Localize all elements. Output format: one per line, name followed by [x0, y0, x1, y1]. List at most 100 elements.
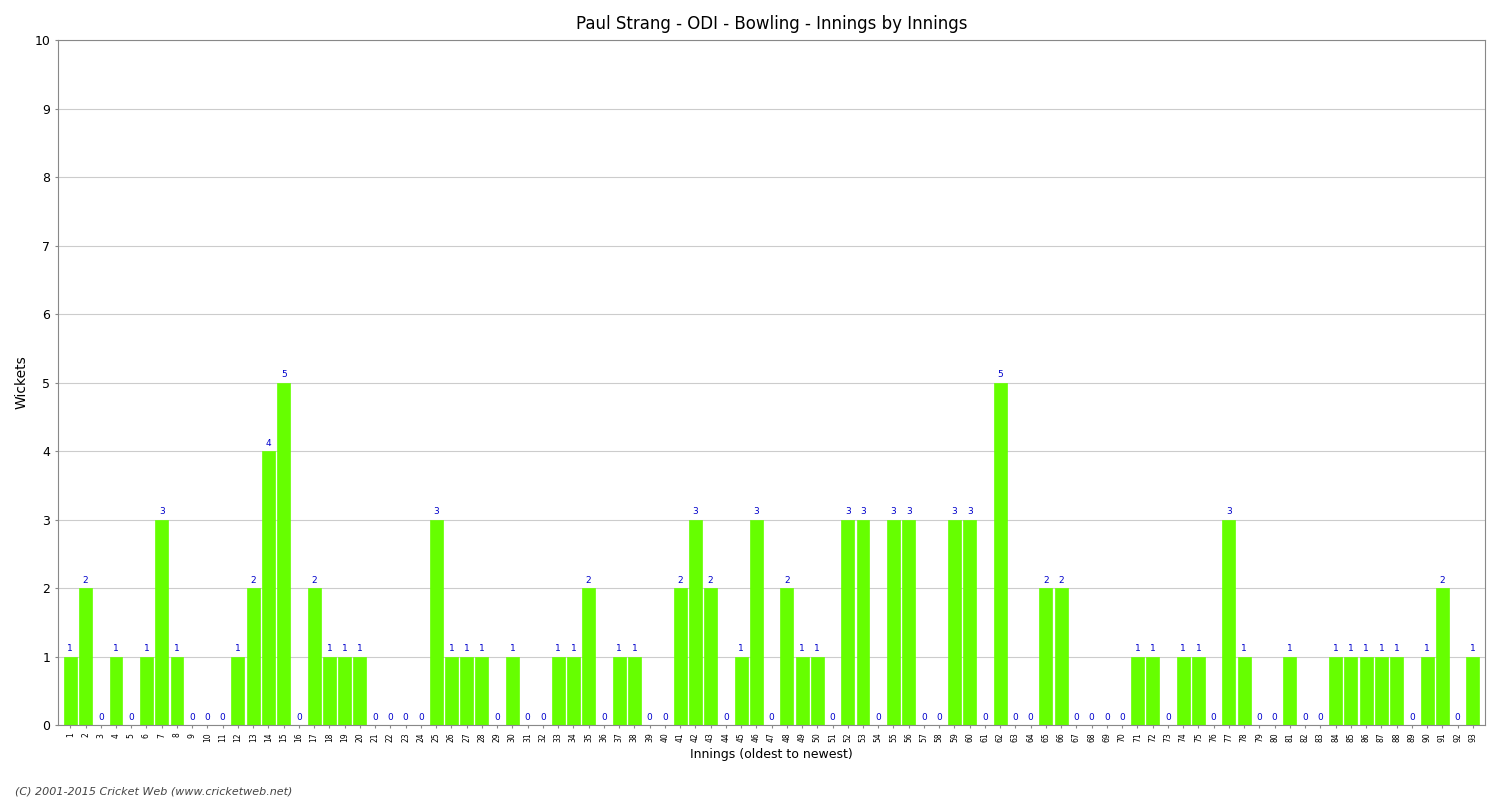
Text: 2: 2 [708, 576, 714, 585]
Bar [1040, 588, 1053, 725]
Bar [795, 657, 808, 725]
Text: 1: 1 [327, 644, 333, 653]
Text: 0: 0 [1166, 713, 1172, 722]
Bar [1359, 657, 1372, 725]
Text: 0: 0 [876, 713, 880, 722]
Text: 1: 1 [1378, 644, 1384, 653]
Text: 0: 0 [982, 713, 988, 722]
Text: 1: 1 [236, 644, 242, 653]
Text: 0: 0 [98, 713, 104, 722]
Text: 0: 0 [1408, 713, 1414, 722]
Text: 0: 0 [921, 713, 927, 722]
Bar [1420, 657, 1434, 725]
Text: 0: 0 [1317, 713, 1323, 722]
Text: 3: 3 [891, 507, 897, 516]
Bar [1376, 657, 1388, 725]
Text: 0: 0 [936, 713, 942, 722]
Bar [429, 519, 442, 725]
Text: 0: 0 [387, 713, 393, 722]
Bar [582, 588, 596, 725]
Text: 0: 0 [372, 713, 378, 722]
Text: 0: 0 [1455, 713, 1461, 722]
Text: 3: 3 [1226, 507, 1232, 516]
Text: 5: 5 [998, 370, 1004, 379]
Text: 3: 3 [968, 507, 972, 516]
Bar [80, 588, 92, 725]
Text: 0: 0 [1257, 713, 1262, 722]
Text: 1: 1 [632, 644, 638, 653]
Bar [140, 657, 153, 725]
Text: 1: 1 [570, 644, 576, 653]
Bar [338, 657, 351, 725]
Text: 0: 0 [540, 713, 546, 722]
Bar [110, 657, 123, 725]
Text: 1: 1 [1424, 644, 1430, 653]
Text: 1: 1 [738, 644, 744, 653]
Bar [171, 657, 183, 725]
Bar [780, 588, 794, 725]
Text: 0: 0 [723, 713, 729, 722]
Text: 2: 2 [586, 576, 591, 585]
Text: 0: 0 [419, 713, 424, 722]
Bar [688, 519, 702, 725]
Text: 0: 0 [1089, 713, 1095, 722]
Text: 2: 2 [784, 576, 789, 585]
Bar [1329, 657, 1342, 725]
Text: 1: 1 [1196, 644, 1202, 653]
Bar [674, 588, 687, 725]
Bar [231, 657, 244, 725]
Text: 0: 0 [220, 713, 225, 722]
Text: (C) 2001-2015 Cricket Web (www.cricketweb.net): (C) 2001-2015 Cricket Web (www.cricketwe… [15, 786, 292, 796]
Bar [262, 451, 274, 725]
Bar [354, 657, 366, 725]
Bar [993, 382, 1006, 725]
Text: 1: 1 [464, 644, 470, 653]
Text: 5: 5 [280, 370, 286, 379]
Text: 0: 0 [129, 713, 134, 722]
Text: 0: 0 [495, 713, 500, 722]
Text: 2: 2 [1440, 576, 1444, 585]
Text: 1: 1 [800, 644, 806, 653]
Bar [278, 382, 290, 725]
Bar [322, 657, 336, 725]
Bar [1054, 588, 1068, 725]
Text: 1: 1 [616, 644, 622, 653]
Text: 3: 3 [693, 507, 698, 516]
Bar [886, 519, 900, 725]
Bar [64, 657, 76, 725]
Text: 2: 2 [1059, 576, 1064, 585]
Bar [948, 519, 962, 725]
Bar [1192, 657, 1204, 725]
Bar [552, 657, 564, 725]
Text: 1: 1 [144, 644, 150, 653]
Title: Paul Strang - ODI - Bowling - Innings by Innings: Paul Strang - ODI - Bowling - Innings by… [576, 15, 968, 33]
Y-axis label: Wickets: Wickets [15, 356, 28, 410]
Bar [750, 519, 764, 725]
Text: 0: 0 [830, 713, 836, 722]
Text: 2: 2 [251, 576, 257, 585]
Text: 1: 1 [448, 644, 454, 653]
Text: 1: 1 [1287, 644, 1293, 653]
Text: 0: 0 [1272, 713, 1278, 722]
Text: 1: 1 [68, 644, 74, 653]
Text: 1: 1 [1348, 644, 1353, 653]
Bar [246, 588, 259, 725]
Bar [704, 588, 717, 725]
Text: 2: 2 [1042, 576, 1048, 585]
Text: 3: 3 [433, 507, 439, 516]
Text: 1: 1 [510, 644, 515, 653]
Bar [735, 657, 747, 725]
Bar [628, 657, 640, 725]
Text: 0: 0 [1210, 713, 1216, 722]
Bar [963, 519, 976, 725]
Text: 2: 2 [82, 576, 88, 585]
Text: 0: 0 [1104, 713, 1110, 722]
Bar [506, 657, 519, 725]
Text: 3: 3 [906, 507, 912, 516]
Text: 1: 1 [1242, 644, 1246, 653]
Bar [308, 588, 321, 725]
Bar [567, 657, 580, 725]
Text: 1: 1 [1332, 644, 1338, 653]
Text: 3: 3 [859, 507, 865, 516]
Text: 4: 4 [266, 438, 272, 448]
